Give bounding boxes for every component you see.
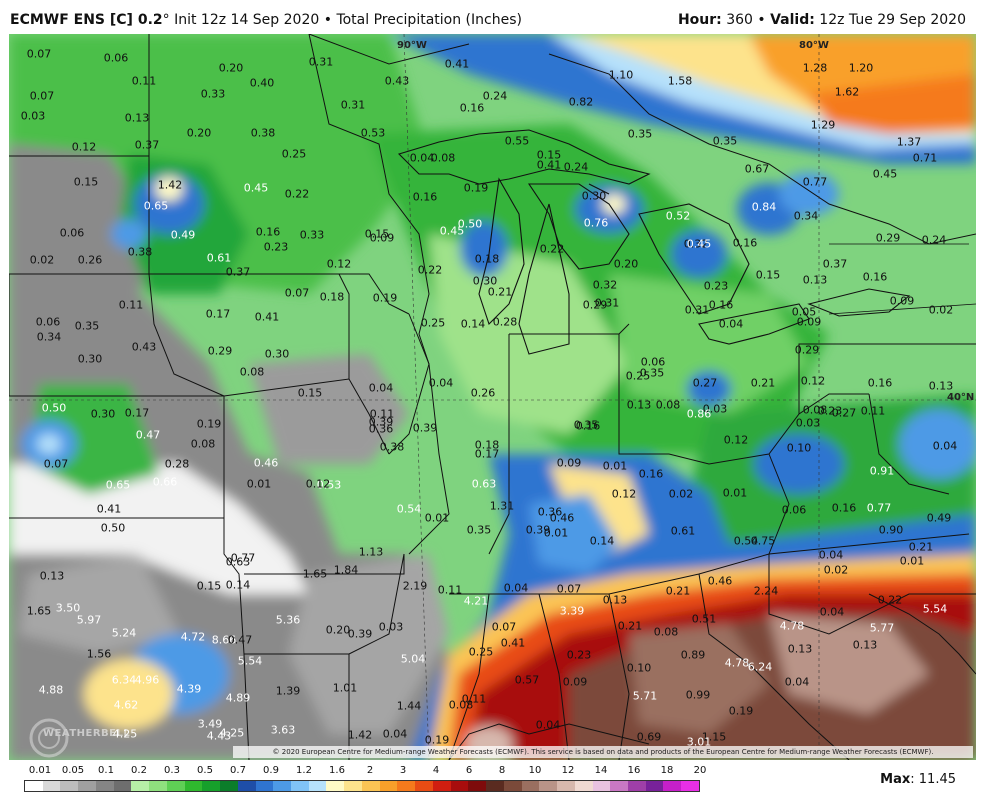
legend-color-cell	[273, 781, 292, 791]
legend-color-cell	[521, 781, 540, 791]
legend-color-cell	[113, 781, 132, 791]
legend-color-cell	[397, 781, 416, 791]
legend-color-cell	[344, 781, 362, 791]
precip-field	[9, 34, 976, 760]
max-number: : 11.45	[910, 772, 956, 787]
legend-tick-label: 8	[498, 765, 506, 776]
legend-tick-label: 20	[693, 765, 707, 776]
copyright-notice: © 2020 European Centre for Medium-range …	[233, 746, 973, 758]
legend-tick-label: 0.7	[230, 765, 246, 776]
legend-color-bar	[24, 780, 700, 792]
legend-tick-label: 18	[660, 765, 674, 776]
legend-color-cell	[42, 781, 61, 791]
hour-value: 360 •	[721, 12, 771, 28]
lon-label-80w: 80°W	[799, 40, 829, 51]
legend-color-cell	[220, 781, 238, 791]
legend-color-cell	[592, 781, 611, 791]
legend-color-cell	[468, 781, 487, 791]
watermark-text: WEATHERBELL	[43, 728, 131, 739]
legend-color-cell	[361, 781, 380, 791]
legend-color-cell	[78, 781, 96, 791]
legend-tick-label: 16	[627, 765, 641, 776]
country-border	[308, 34, 470, 65]
canada-border	[548, 53, 976, 245]
max-value: Max: 11.45	[880, 772, 956, 787]
init-time: ° Init 12z 14 Sep 2020	[162, 12, 320, 28]
weatherbell-logo: WEATHERBELL	[27, 716, 130, 760]
legend-labels: 0.01 0.05 0.1 0.2 0.3 0.5 0.7 0.9 1.2 1.6 2 3 4 6 8 10 1…	[24, 765, 707, 779]
state-borders	[9, 34, 976, 760]
legend-color-cell	[95, 781, 114, 791]
legend-tick-label: 1.6	[329, 765, 345, 776]
model-name: ECMWF ENS [C] 0.2	[10, 12, 163, 28]
meridian-90w	[403, 34, 430, 760]
legend-color-cell	[432, 781, 451, 791]
title-separator: •	[319, 12, 337, 28]
legend-color-cell	[131, 781, 150, 791]
map-graphic	[9, 34, 976, 760]
max-label: Max	[880, 772, 911, 787]
valid-label: Valid:	[770, 12, 815, 28]
map-header: ECMWF ENS [C] 0.2° Init 12z 14 Sep 2020 …	[0, 0, 984, 34]
legend-tick-label: 0.5	[197, 765, 213, 776]
lat-label-40n: 40°N	[947, 392, 975, 403]
legend-tick-label: 0.1	[98, 765, 114, 776]
lon-label-90w: 90°W	[397, 40, 427, 51]
legend-tick-label: 3	[399, 765, 407, 776]
legend-color-cell	[184, 781, 203, 791]
legend-color-cell	[450, 781, 469, 791]
legend-color-cell	[166, 781, 185, 791]
legend-tick-label: 14	[594, 765, 608, 776]
legend-color-cell	[539, 781, 558, 791]
legend-tick-label: 0.9	[263, 765, 279, 776]
legend-color-cell	[291, 781, 309, 791]
legend-tick-label: 6	[465, 765, 473, 776]
legend-color-cell	[149, 781, 167, 791]
legend-tick-label: 0.01	[28, 765, 52, 776]
legend-color-cell	[326, 781, 345, 791]
precipitation-map: 0.07 0.06 0.11 0.20 0.31 0.41 0.43 1.10 1.58 1.28…	[9, 34, 976, 760]
legend-tick-label: 0.05	[61, 765, 85, 776]
legend-tick-label: 0.3	[164, 765, 180, 776]
legend-color-cell	[627, 781, 646, 791]
valid-value: 12z Tue 29 Sep 2020	[814, 12, 966, 28]
legend-tick-label: 2	[366, 765, 374, 776]
province-borders	[828, 243, 976, 315]
legend-tick-label: 10	[528, 765, 542, 776]
legend-color-cell	[202, 781, 221, 791]
legend-color-cell	[557, 781, 575, 791]
legend-tick-label: 4	[432, 765, 440, 776]
legend-color-cell	[237, 781, 256, 791]
legend-color-cell	[503, 781, 522, 791]
legend-color-cell	[60, 781, 79, 791]
legend-tick-label: 1.2	[296, 765, 312, 776]
legend-color-cell	[663, 781, 682, 791]
legend-color-cell	[255, 781, 274, 791]
legend-tick-label: 0.2	[131, 765, 147, 776]
legend-color-cell	[486, 781, 504, 791]
legend-color-cell	[610, 781, 628, 791]
valid-time: Hour: 360 • Valid: 12z Tue 29 Sep 2020	[678, 12, 966, 28]
legend-color-cell	[645, 781, 664, 791]
hour-label: Hour:	[677, 12, 722, 28]
legend-tick-label: 12	[561, 765, 575, 776]
legend-color-cell	[25, 781, 43, 791]
map-title: ECMWF ENS [C] 0.2° Init 12z 14 Sep 2020 …	[10, 12, 522, 28]
coastline	[868, 593, 976, 675]
legend-color-cell	[574, 781, 593, 791]
product-name: Total Precipitation (Inches)	[336, 12, 522, 28]
legend-color-cell	[308, 781, 327, 791]
color-legend: 0.01 0.05 0.1 0.2 0.3 0.5 0.7 0.9 1.2 1.6 2 3 4 6 8 10 1…	[0, 760, 984, 808]
legend-color-cell	[681, 781, 699, 791]
legend-color-cell	[379, 781, 398, 791]
legend-color-cell	[415, 781, 433, 791]
gulf-coast	[448, 723, 650, 760]
